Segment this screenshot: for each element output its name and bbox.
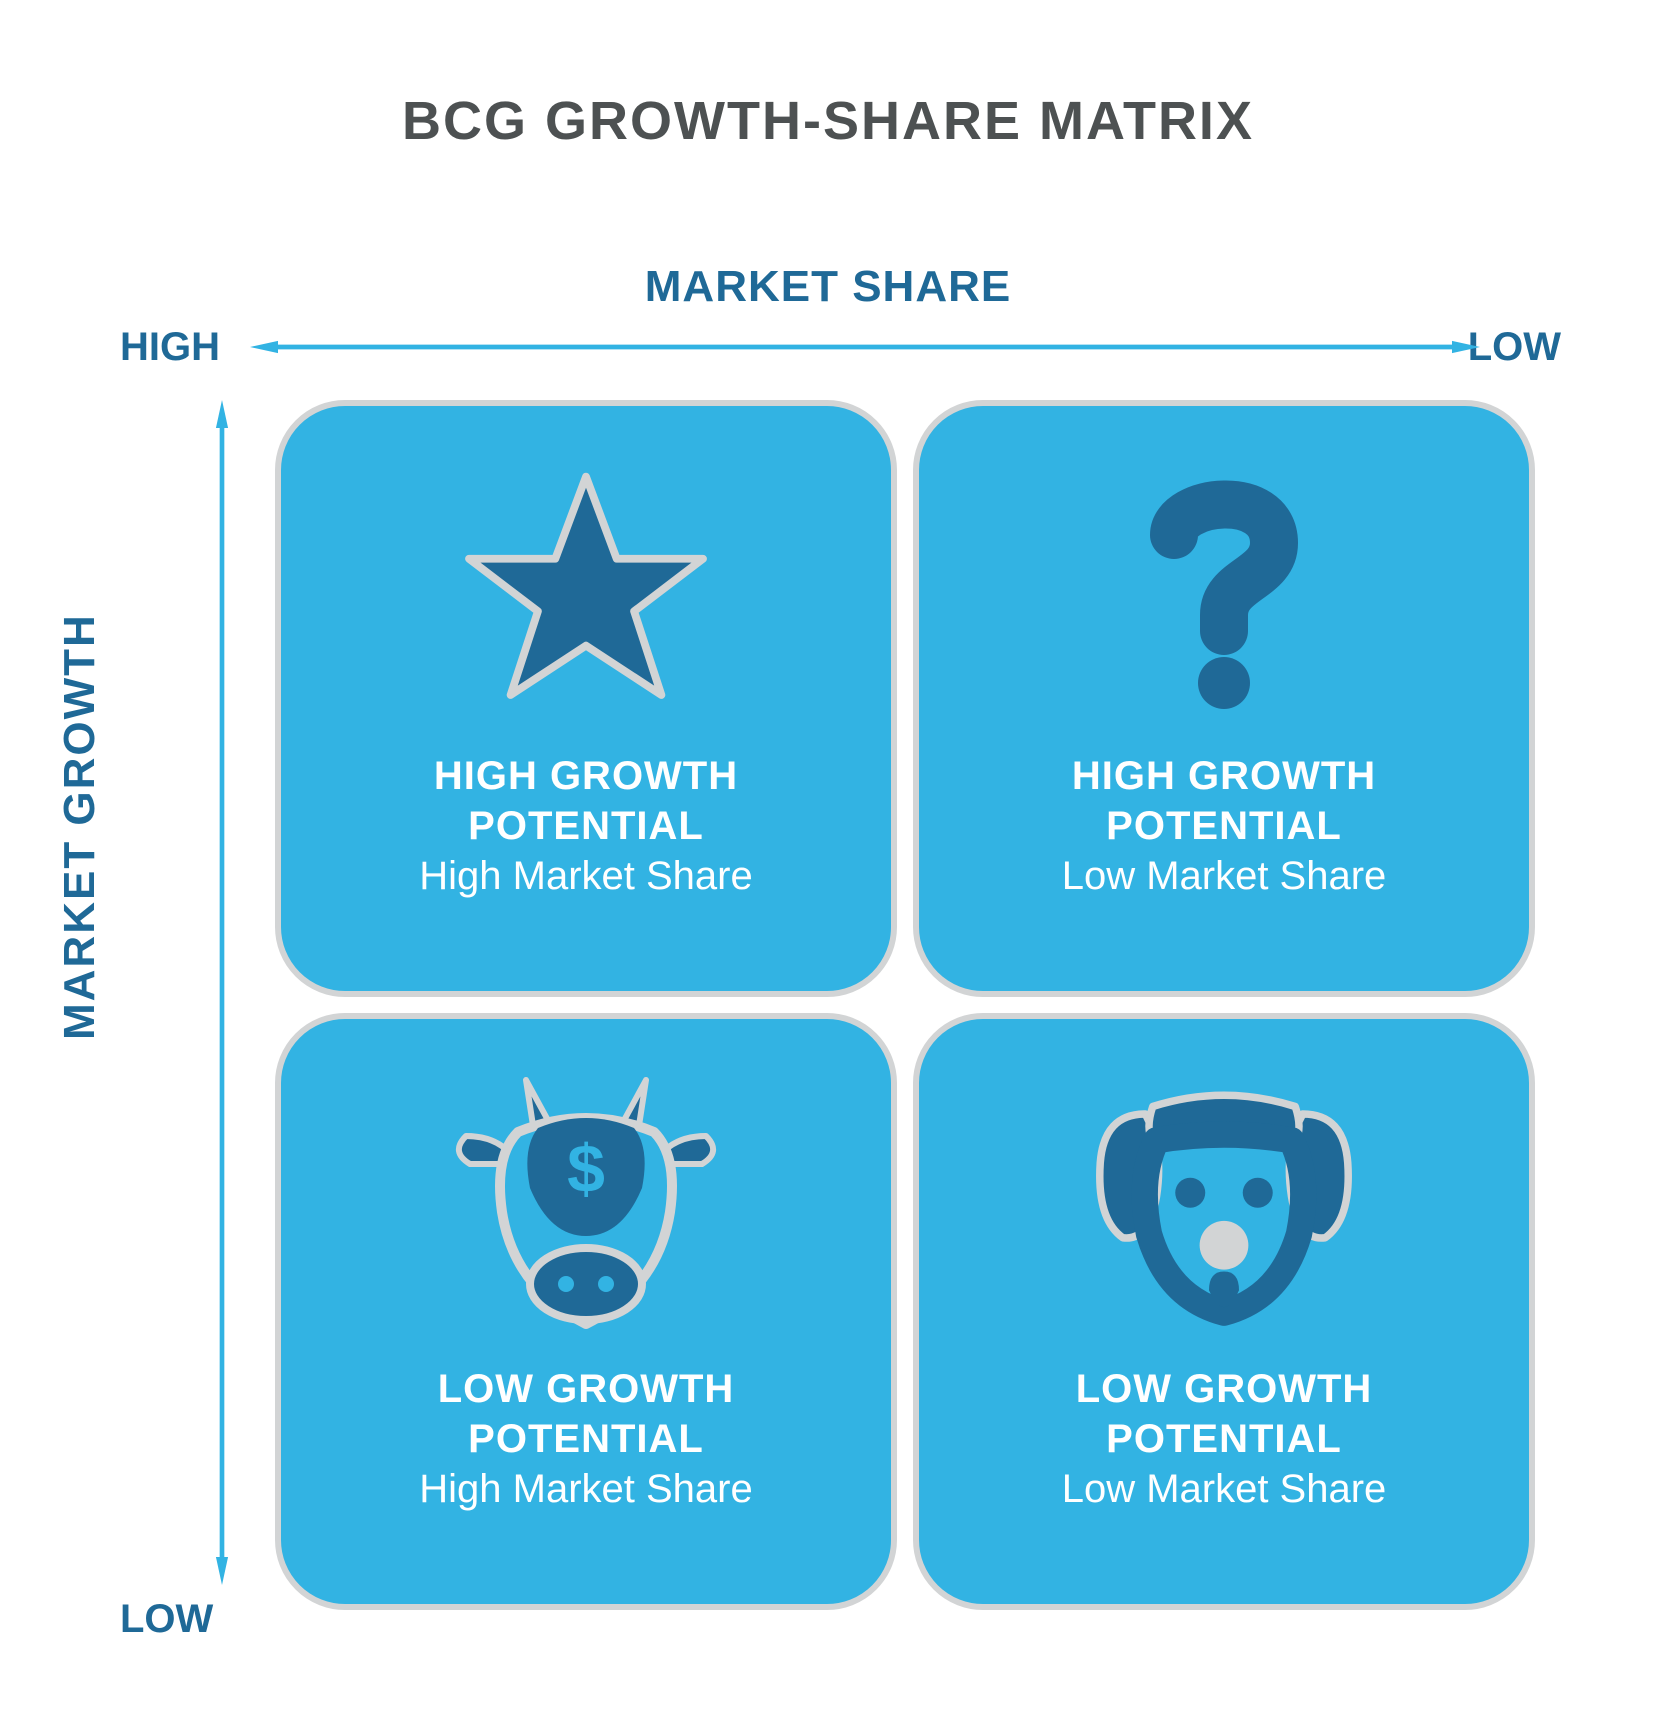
quadrant-cow: $ LOW GROWTH POTENTIAL High Market Share (275, 1013, 897, 1610)
bcg-matrix-page: BCG GROWTH-SHARE MATRIX MARKET SHARE HIG… (0, 0, 1656, 1719)
quadrant-question-text: HIGH GROWTH POTENTIAL Low Market Share (1062, 751, 1387, 901)
quadrant-dog-line3: Low Market Share (1062, 1464, 1387, 1514)
quadrant-cow-line3: High Market Share (419, 1464, 752, 1514)
y-axis-low-label: LOW (120, 1597, 213, 1642)
y-axis-label: MARKET GROWTH (55, 613, 105, 1040)
x-axis-low-label: LOW (1468, 325, 1561, 370)
quadrant-question-line3: Low Market Share (1062, 851, 1387, 901)
dog-icon (1074, 1069, 1374, 1339)
quadrant-question-line1: HIGH GROWTH (1062, 751, 1387, 801)
quadrant-star-line2: POTENTIAL (419, 801, 752, 851)
quadrant-question: HIGH GROWTH POTENTIAL Low Market Share (913, 400, 1535, 997)
x-axis-arrow (250, 340, 1480, 354)
quadrant-dog-line2: POTENTIAL (1062, 1414, 1387, 1464)
star-icon (436, 456, 736, 726)
quadrant-dog-line1: LOW GROWTH (1062, 1364, 1387, 1414)
quadrant-dog: LOW GROWTH POTENTIAL Low Market Share (913, 1013, 1535, 1610)
quadrant-dog-text: LOW GROWTH POTENTIAL Low Market Share (1062, 1364, 1387, 1514)
quadrant-cow-line1: LOW GROWTH (419, 1364, 752, 1414)
y-axis-arrow (215, 400, 229, 1585)
quadrant-star-text: HIGH GROWTH POTENTIAL High Market Share (419, 751, 752, 901)
x-axis-high-label: HIGH (120, 325, 220, 370)
cow-icon: $ (436, 1069, 736, 1339)
svg-text:$: $ (567, 1131, 605, 1207)
matrix-grid: HIGH GROWTH POTENTIAL High Market Share … (275, 400, 1535, 1610)
quadrant-star: HIGH GROWTH POTENTIAL High Market Share (275, 400, 897, 997)
quadrant-question-line2: POTENTIAL (1062, 801, 1387, 851)
quadrant-star-line1: HIGH GROWTH (419, 751, 752, 801)
quadrant-cow-text: LOW GROWTH POTENTIAL High Market Share (419, 1364, 752, 1514)
page-title: BCG GROWTH-SHARE MATRIX (0, 90, 1656, 152)
x-axis-label: MARKET SHARE (0, 262, 1656, 312)
question-icon (1074, 456, 1374, 726)
quadrant-star-line3: High Market Share (419, 851, 752, 901)
quadrant-cow-line2: POTENTIAL (419, 1414, 752, 1464)
